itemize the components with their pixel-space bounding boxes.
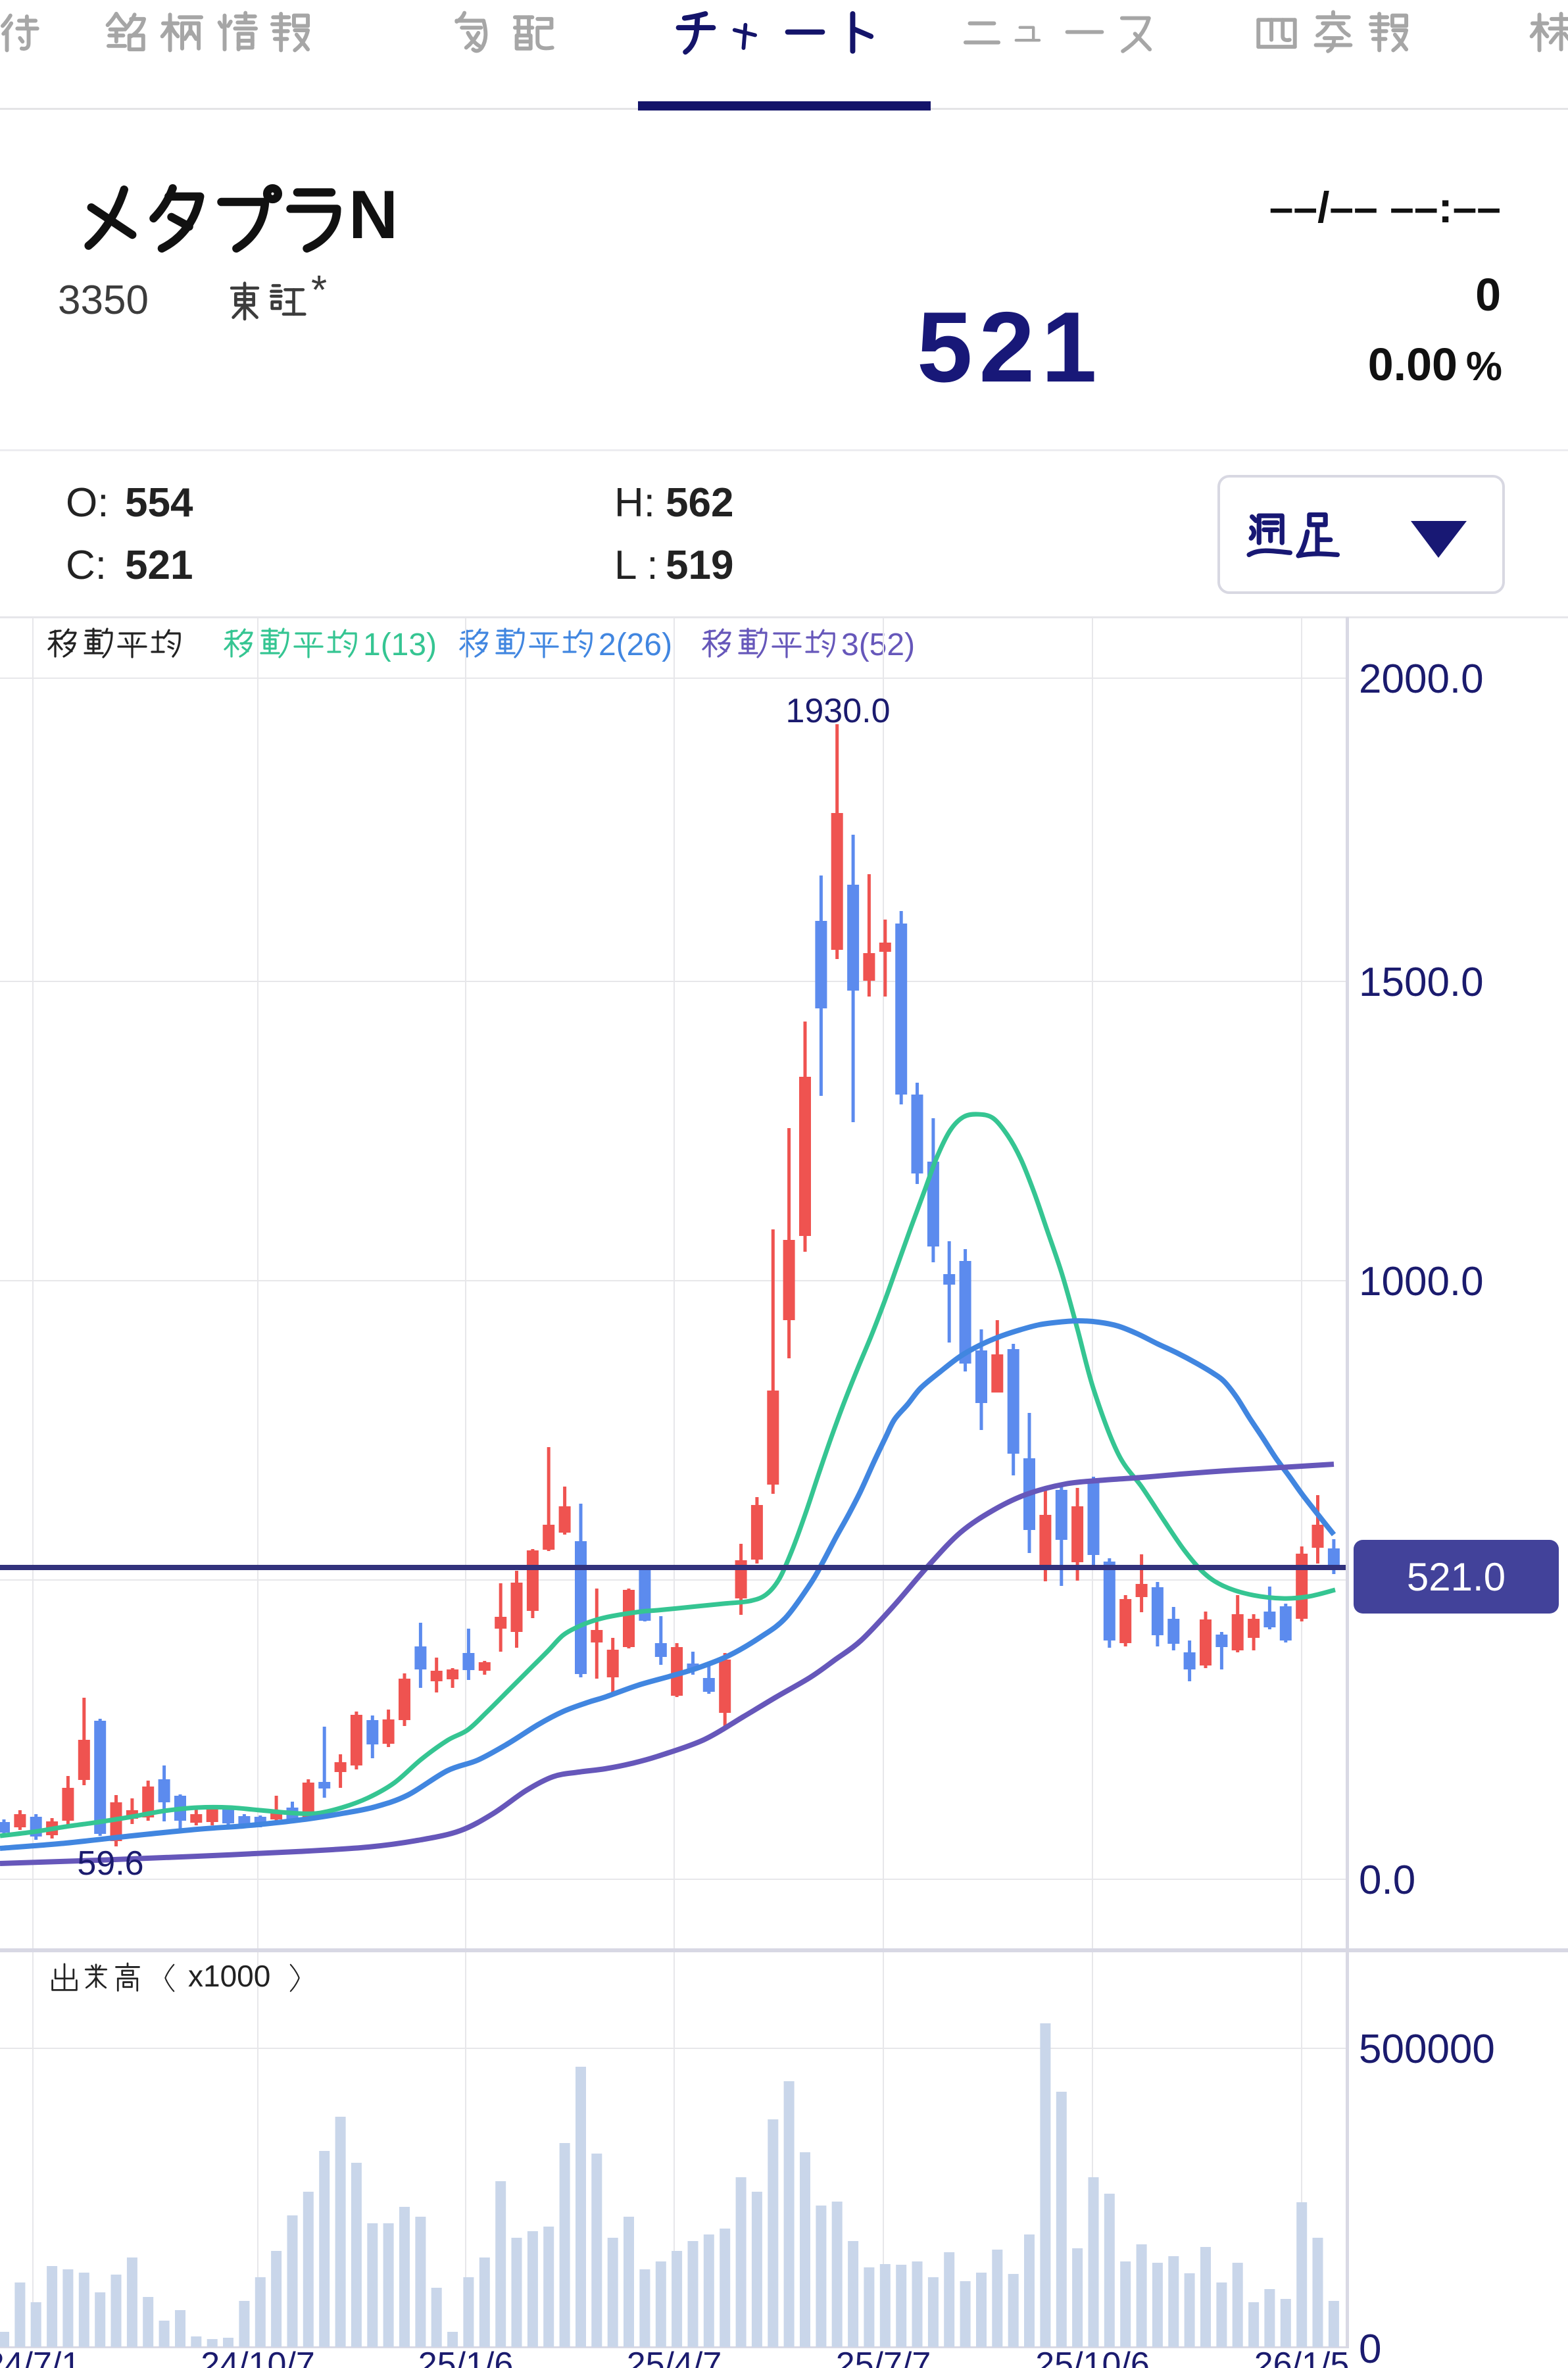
svg-text:1930.0: 1930.0 [785, 692, 890, 730]
svg-text:25/7/7: 25/7/7 [836, 2346, 931, 2368]
svg-text:562: 562 [666, 480, 733, 526]
svg-text:*: * [311, 268, 327, 313]
svg-text:521: 521 [125, 543, 193, 588]
svg-text:2(26): 2(26) [599, 628, 672, 662]
svg-text:x1000: x1000 [188, 1959, 270, 1993]
svg-text:59.6: 59.6 [77, 1844, 143, 1883]
svg-text:3350: 3350 [58, 278, 149, 323]
svg-text:C:: C: [66, 543, 107, 588]
svg-text:500000: 500000 [1359, 2027, 1495, 2072]
svg-text:0: 0 [1475, 269, 1501, 320]
svg-text:3(52): 3(52) [841, 628, 915, 662]
svg-text:O:: O: [66, 480, 109, 526]
svg-text:25/10/6: 25/10/6 [1035, 2346, 1150, 2368]
svg-text:0: 0 [1359, 2327, 1381, 2368]
svg-text:521: 521 [917, 291, 1104, 403]
svg-text:2000.0: 2000.0 [1359, 656, 1484, 702]
svg-text:N: N [349, 177, 398, 253]
svg-text:519: 519 [666, 543, 733, 588]
svg-text:25/4/7: 25/4/7 [627, 2346, 722, 2368]
svg-text:––/–– ––:––: ––/–– ––:–– [1269, 183, 1501, 232]
svg-text:24/7/1: 24/7/1 [0, 2346, 80, 2368]
svg-text:554: 554 [125, 480, 193, 526]
svg-text:26/1/5: 26/1/5 [1254, 2346, 1350, 2368]
svg-text:1500.0: 1500.0 [1359, 960, 1484, 1005]
svg-text:0.0: 0.0 [1359, 1858, 1415, 1903]
svg-text:L :: L : [614, 543, 658, 588]
svg-text:0.00: 0.00 [1368, 339, 1458, 390]
svg-text:25/1/6: 25/1/6 [418, 2346, 514, 2368]
svg-text:521.0: 521.0 [1407, 1555, 1506, 1599]
svg-text:1000.0: 1000.0 [1359, 1259, 1484, 1304]
svg-text:24/10/7: 24/10/7 [201, 2346, 315, 2368]
svg-text:H:: H: [614, 480, 655, 526]
svg-text:%: % [1466, 344, 1502, 389]
svg-text:1(13): 1(13) [363, 628, 437, 662]
